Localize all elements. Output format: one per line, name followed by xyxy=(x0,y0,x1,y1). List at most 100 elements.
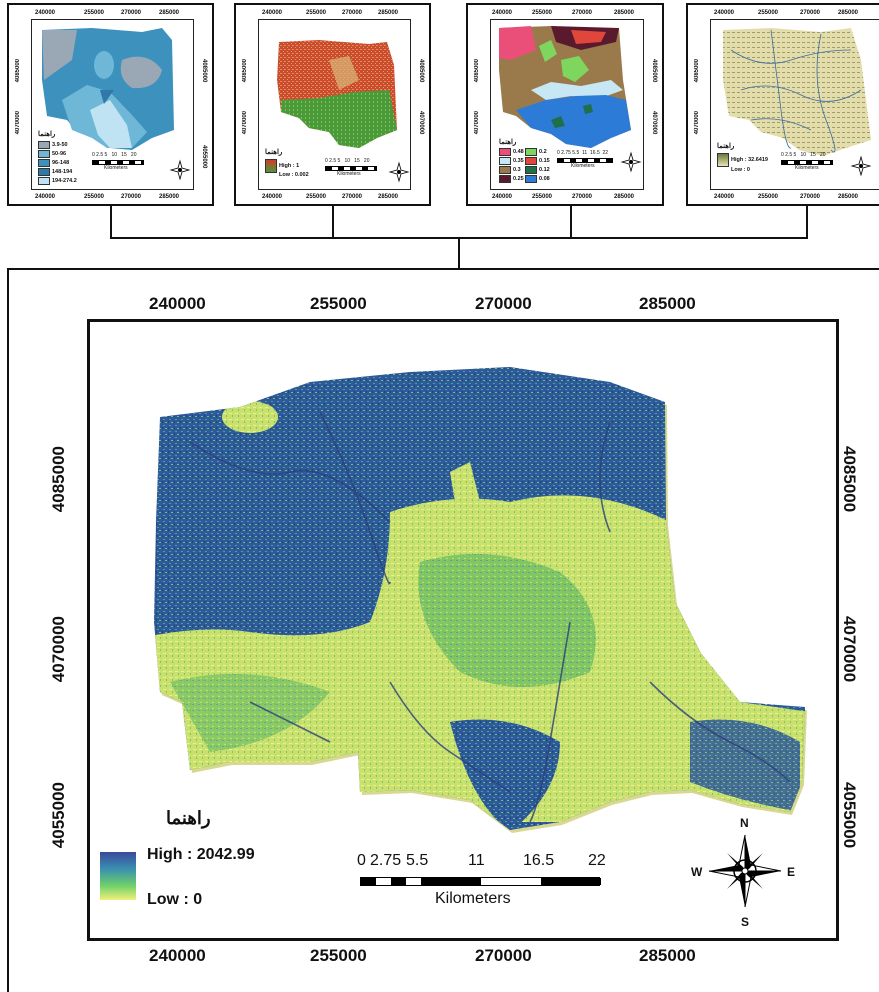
legend-swatch xyxy=(38,168,50,176)
compass-w-label: W xyxy=(691,865,703,879)
main-map-frame: راهنما High : 2042.99 Low : 0 0 2.75 5.5… xyxy=(87,319,839,941)
main-x-tick-bottom: 255000 xyxy=(310,946,367,965)
legend-row: 0.15 xyxy=(525,157,550,165)
thumbnail-map-2: 240000 255000 270000 285000 240000 25500… xyxy=(234,3,431,206)
scale-label: 16.5 xyxy=(523,852,555,869)
thumb-map-frame: راهنما 3.9-50 50-96 96-148 148-194 194-2… xyxy=(31,19,194,190)
thumb-scale-bar xyxy=(92,160,144,165)
thumb-y-tick: 4085000 xyxy=(694,59,700,83)
scale-label: 11 xyxy=(468,852,485,869)
legend-swatch xyxy=(499,157,511,165)
thumb-scale-numbers: 0 2.5 5 10 15 20 xyxy=(325,158,370,164)
legend-label: 0.48 xyxy=(513,149,524,155)
thumb-x-tick: 270000 xyxy=(342,194,363,200)
scale-label: 5.5 xyxy=(406,852,429,869)
thumb-x-tick: 285000 xyxy=(614,10,635,16)
thumb-y-tick: 4055000 xyxy=(201,145,207,169)
legend-row: 0.25 xyxy=(499,175,524,183)
main-x-tick-bottom: 240000 xyxy=(149,946,206,965)
thumb-scale-unit: Kilometers xyxy=(795,165,819,171)
vegetation-map-shape xyxy=(277,40,397,148)
thumb-y-tick: 4085000 xyxy=(15,59,21,83)
legend-label: 0.3 xyxy=(513,167,521,173)
thumb-y-tick: 4085000 xyxy=(474,59,480,83)
scale-bar xyxy=(360,877,601,886)
thumb-x-tick: 285000 xyxy=(159,194,180,200)
thumb-x-tick: 255000 xyxy=(532,10,553,16)
main-map-panel: 240000 255000 270000 285000 240000 25500… xyxy=(7,268,879,992)
thumb-y-tick: 4070000 xyxy=(651,111,657,135)
thumb-x-tick: 285000 xyxy=(838,194,859,200)
thumb-x-tick: 270000 xyxy=(121,10,142,16)
thumb-x-tick: 270000 xyxy=(121,194,142,200)
main-x-tick-top: 270000 xyxy=(475,294,532,313)
connector-line xyxy=(332,205,334,239)
main-y-tick-left: 4070000 xyxy=(49,616,68,683)
legend-label: Low : 0.002 xyxy=(279,172,309,178)
thumb-x-tick: 240000 xyxy=(492,10,513,16)
legend-swatch xyxy=(38,141,50,149)
thumb-x-tick: 285000 xyxy=(159,10,180,16)
thumb-y-tick: 4070000 xyxy=(474,111,480,135)
connector-line xyxy=(570,205,572,239)
legend-row: 148-194 xyxy=(38,168,72,176)
thumb-y-tick: 4085000 xyxy=(201,59,207,83)
thumb-y-tick: 4085000 xyxy=(418,59,424,83)
legend-row: 0.35 xyxy=(499,157,524,165)
dem-map-shape xyxy=(154,367,807,833)
thumb-x-tick: 270000 xyxy=(342,10,363,16)
legend-swatch xyxy=(499,175,511,183)
legend-swatch xyxy=(499,148,511,156)
thumb-map-frame: راهنما High : 1 Low : 0.002 0 2.5 5 10 1… xyxy=(258,19,411,190)
legend-row: 50-96 xyxy=(38,150,66,158)
thumb-y-tick: 4070000 xyxy=(242,111,248,135)
legend-label: 96-148 xyxy=(52,160,70,166)
thumb-x-tick: 255000 xyxy=(84,194,105,200)
thumb-x-tick: 240000 xyxy=(714,194,735,200)
thumb-legend-title: راهنما xyxy=(499,139,517,146)
legend-swatch xyxy=(38,177,50,185)
main-x-tick-top: 285000 xyxy=(639,294,696,313)
legend-swatch xyxy=(38,150,50,158)
thumb-y-tick: 4070000 xyxy=(15,111,21,135)
legend-high-label: High : 2042.99 xyxy=(147,846,255,863)
thumbnail-map-4: 240000 255000 270000 285000 240000 25500… xyxy=(686,3,879,206)
thumbnail-map-3: 240000 255000 270000 285000 240000 25500… xyxy=(466,3,664,206)
legend-row: 0.08 xyxy=(525,175,550,183)
main-y-tick-right: 4070000 xyxy=(840,616,859,683)
legend-swatch xyxy=(265,159,277,173)
compass-rose-icon xyxy=(708,834,782,908)
legend-label: 3.9-50 xyxy=(52,142,68,148)
thumb-x-tick: 285000 xyxy=(838,10,859,16)
compass-e-label: E xyxy=(787,865,796,879)
main-x-tick-bottom: 270000 xyxy=(475,946,532,965)
thumb-legend-title: راهنما xyxy=(265,149,283,156)
legend-label: 0.2 xyxy=(539,149,547,155)
thumb-x-tick: 255000 xyxy=(306,10,327,16)
thumb-scale-unit: Kilometers xyxy=(104,165,128,171)
elevation-color-ramp xyxy=(100,852,136,900)
legend-row: High : 1 xyxy=(265,159,299,173)
thumb-x-tick: 240000 xyxy=(262,194,283,200)
thumb-scale-bar xyxy=(325,166,377,171)
thumb-legend-title: راهنما xyxy=(38,131,56,138)
legend-row: Low : 0 xyxy=(717,166,750,174)
legend-label: 0.15 xyxy=(539,158,550,164)
legend-row: 96-148 xyxy=(38,159,69,167)
legend-label: 148-194 xyxy=(52,169,73,175)
thumb-y-tick: 4085000 xyxy=(242,59,248,83)
compass-icon xyxy=(850,155,872,177)
thumb-scale-numbers: 0 2.5 5 10 15 20 xyxy=(781,152,826,158)
thumb-x-tick: 240000 xyxy=(492,194,513,200)
main-y-tick-right: 4085000 xyxy=(840,446,859,513)
main-y-tick-left: 4055000 xyxy=(49,782,68,849)
thumb-x-tick: 270000 xyxy=(800,194,821,200)
main-y-tick-right: 4055000 xyxy=(840,782,859,849)
scale-unit-label: Kilometers xyxy=(435,890,511,907)
scale-label: 22 xyxy=(588,852,606,869)
legend-label: 0.35 xyxy=(513,158,524,164)
legend-swatch xyxy=(499,166,511,174)
thumb-x-tick: 255000 xyxy=(758,10,779,16)
compass-icon xyxy=(620,151,642,173)
legend-label: 194-274.2 xyxy=(52,178,77,184)
